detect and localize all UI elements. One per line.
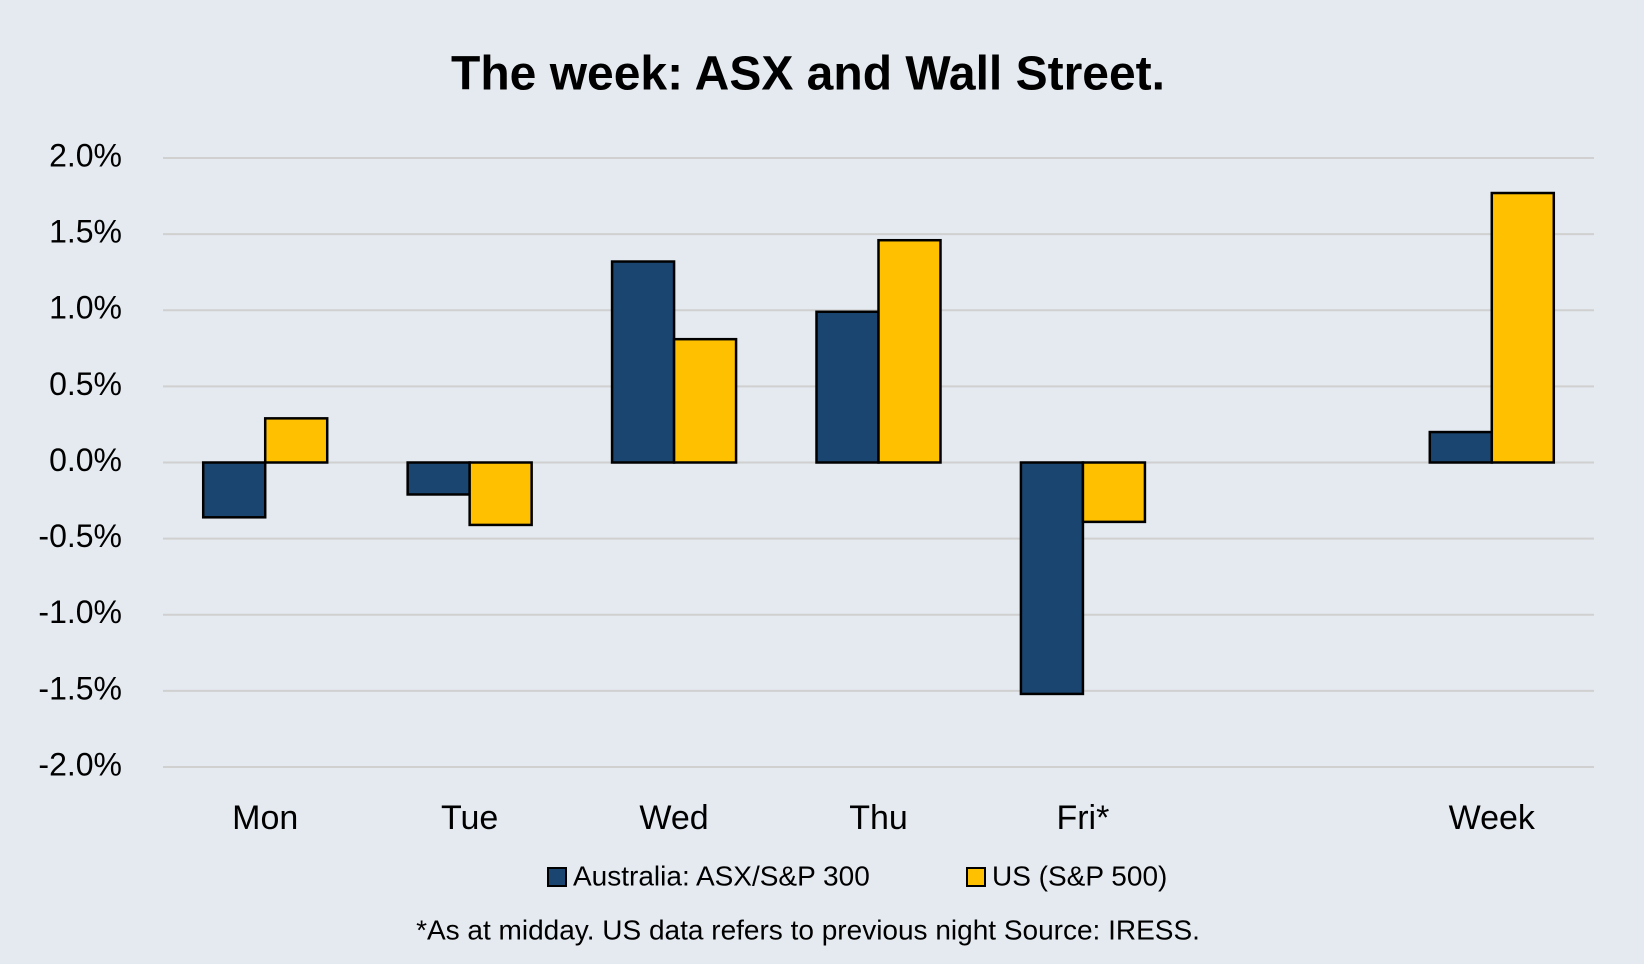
bar xyxy=(201,461,267,519)
legend-swatch xyxy=(966,867,986,887)
bar xyxy=(1019,461,1085,696)
bar xyxy=(1081,461,1147,524)
bar xyxy=(1490,191,1556,464)
legend-label: US (S&P 500) xyxy=(992,860,1167,891)
y-tick-label: 2.0% xyxy=(49,137,122,173)
y-tick-label: -0.5% xyxy=(38,518,122,554)
bar xyxy=(468,461,533,527)
y-tick-label: -2.0% xyxy=(38,746,122,782)
y-tick-label: -1.5% xyxy=(38,670,122,706)
legend-label: Australia: ASX/S&P 300 xyxy=(573,860,870,891)
footnote: *As at midday. US data refers to previou… xyxy=(416,914,1200,945)
y-tick-label: 0.5% xyxy=(49,366,122,402)
bar xyxy=(815,310,880,464)
y-tick-label: -1.0% xyxy=(38,594,122,630)
legend-swatch xyxy=(547,867,567,887)
x-tick-label: Fri* xyxy=(1056,799,1109,837)
chart-title: The week: ASX and Wall Street. xyxy=(451,48,1165,101)
bar xyxy=(672,337,738,464)
x-tick-label: Mon xyxy=(232,799,298,837)
bar xyxy=(263,417,329,464)
bar xyxy=(406,461,471,496)
x-tick-label: Wed xyxy=(639,799,708,837)
bar xyxy=(610,260,676,464)
x-tick-label: Thu xyxy=(849,799,908,837)
bar xyxy=(1428,430,1494,464)
y-tick-label: 0.0% xyxy=(49,442,122,478)
x-tick-label: Week xyxy=(1449,799,1536,837)
y-tick-label: 1.5% xyxy=(49,214,122,250)
y-tick-label: 1.0% xyxy=(49,290,122,326)
bar xyxy=(877,238,942,464)
x-tick-label: Tue xyxy=(441,799,498,837)
